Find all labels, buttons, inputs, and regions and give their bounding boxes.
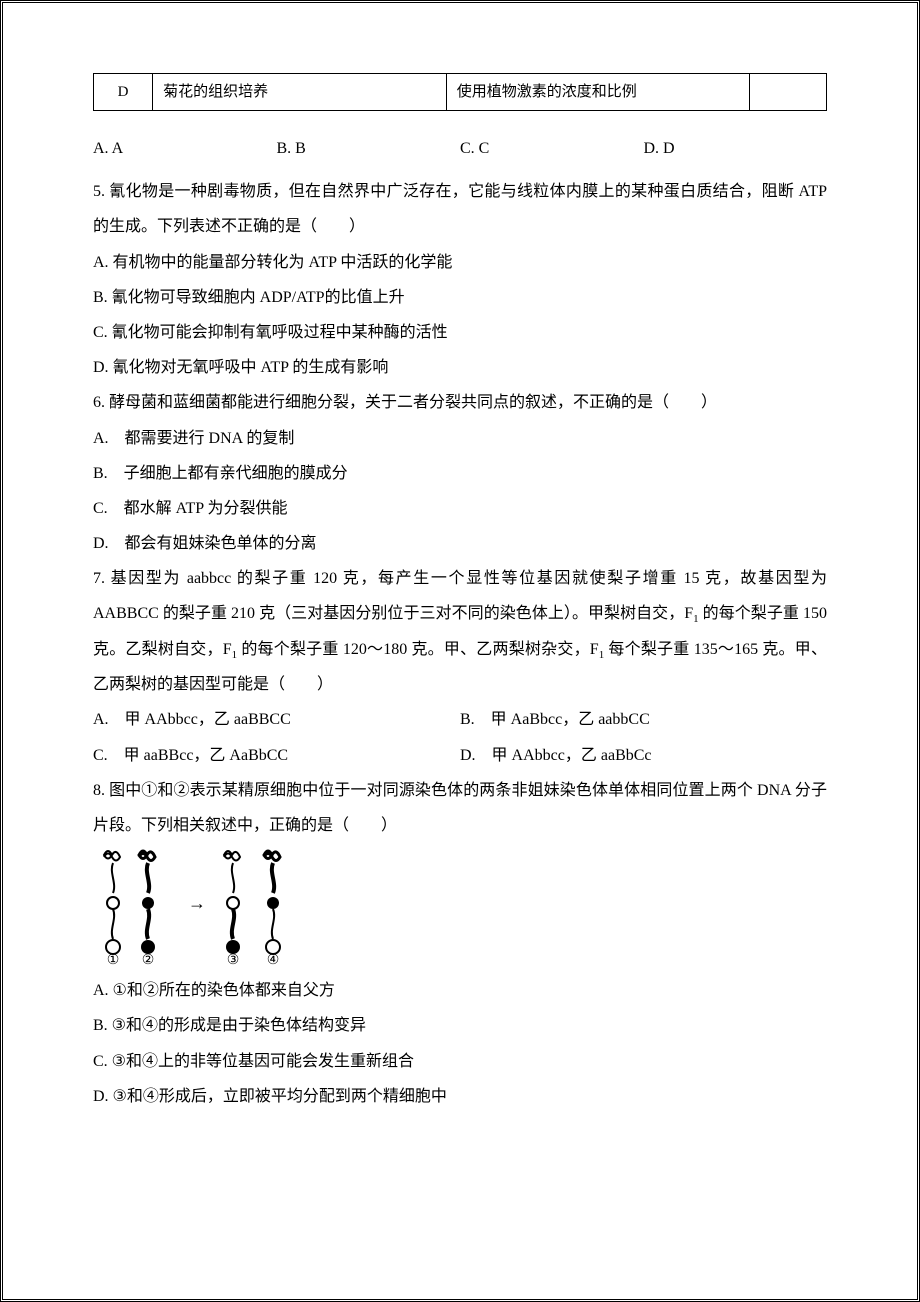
q6-stem: 6. 酵母菌和蓝细菌都能进行细胞分裂，关于二者分裂共同点的叙述，不正确的是（ ）	[93, 385, 827, 420]
q7-option-c: C. 甲 aaBBcc，乙 AaBbCC	[93, 738, 460, 773]
q5-option-d: D. 氰化物对无氧呼吸中 ATP 的生成有影响	[93, 350, 827, 385]
q7-stem-part3: 的每个梨子重 120～180 克。甲、乙两梨树杂交，F	[237, 641, 599, 658]
q8-option-d: D. ③和④形成后，立即被平均分配到两个精细胞中	[93, 1079, 827, 1114]
cell-col3	[749, 74, 826, 111]
cell-col2: 使用植物激素的浓度和比例	[446, 74, 749, 111]
table-row: D 菊花的组织培养 使用植物激素的浓度和比例	[94, 74, 827, 111]
chromosome-diagram: → ① ② ③ ④	[93, 849, 827, 969]
q4-option-b: B. B	[277, 131, 461, 166]
svg-text:④: ④	[267, 953, 280, 968]
q6-option-a: A. 都需要进行 DNA 的复制	[93, 421, 827, 456]
svg-text:→: →	[188, 893, 206, 913]
q4-options-row: A. A B. B C. C D. D	[93, 131, 827, 166]
q4-option-c: C. C	[460, 131, 644, 166]
svg-text:①: ①	[107, 953, 120, 968]
q8-stem: 8. 图中①和②表示某精原细胞中位于一对同源染色体的两条非姐妹染色体单体相同位置…	[93, 773, 827, 843]
q6-option-b: B. 子细胞上都有亲代细胞的膜成分	[93, 456, 827, 491]
q7-option-b: B. 甲 AaBbcc，乙 aabbCC	[460, 702, 827, 737]
q8-option-a: A. ①和②所在的染色体都来自父方	[93, 973, 827, 1008]
q7-stem: 7. 基因型为 aabbcc 的梨子重 120 克，每产生一个显性等位基因就使梨…	[93, 561, 827, 702]
q7-option-a: A. 甲 AAbbcc，乙 aaBBCC	[93, 702, 460, 737]
q5-option-b: B. 氰化物可导致细胞内 ADP/ATP的比值上升	[93, 280, 827, 315]
q8-option-c: C. ③和④上的非等位基因可能会发生重新组合	[93, 1044, 827, 1079]
option-table-row-d: D 菊花的组织培养 使用植物激素的浓度和比例	[93, 73, 827, 111]
cell-key: D	[94, 74, 153, 111]
q6-option-c: C. 都水解 ATP 为分裂供能	[93, 491, 827, 526]
q5-option-a: A. 有机物中的能量部分转化为 ATP 中活跃的化学能	[93, 245, 827, 280]
q4-option-d: D. D	[644, 131, 828, 166]
q6-option-d: D. 都会有姐妹染色单体的分离	[93, 526, 827, 561]
q5-option-c: C. 氰化物可能会抑制有氧呼吸过程中某种酶的活性	[93, 315, 827, 350]
cell-col1: 菊花的组织培养	[153, 74, 447, 111]
q7-options-row2: C. 甲 aaBBcc，乙 AaBbCC D. 甲 AAbbcc，乙 aaBbC…	[93, 738, 827, 773]
q7-option-d: D. 甲 AAbbcc，乙 aaBbCc	[460, 738, 827, 773]
svg-text:③: ③	[227, 953, 240, 968]
q7-options-row1: A. 甲 AAbbcc，乙 aaBBCC B. 甲 AaBbcc，乙 aabbC…	[93, 702, 827, 737]
q8-option-b: B. ③和④的形成是由于染色体结构变异	[93, 1008, 827, 1043]
chromosome-svg: → ① ② ③ ④	[93, 849, 323, 969]
q5-stem: 5. 氰化物是一种剧毒物质，但在自然界中广泛存在，它能与线粒体内膜上的某种蛋白质…	[93, 174, 827, 244]
svg-text:②: ②	[142, 953, 155, 968]
q4-option-a: A. A	[93, 131, 277, 166]
